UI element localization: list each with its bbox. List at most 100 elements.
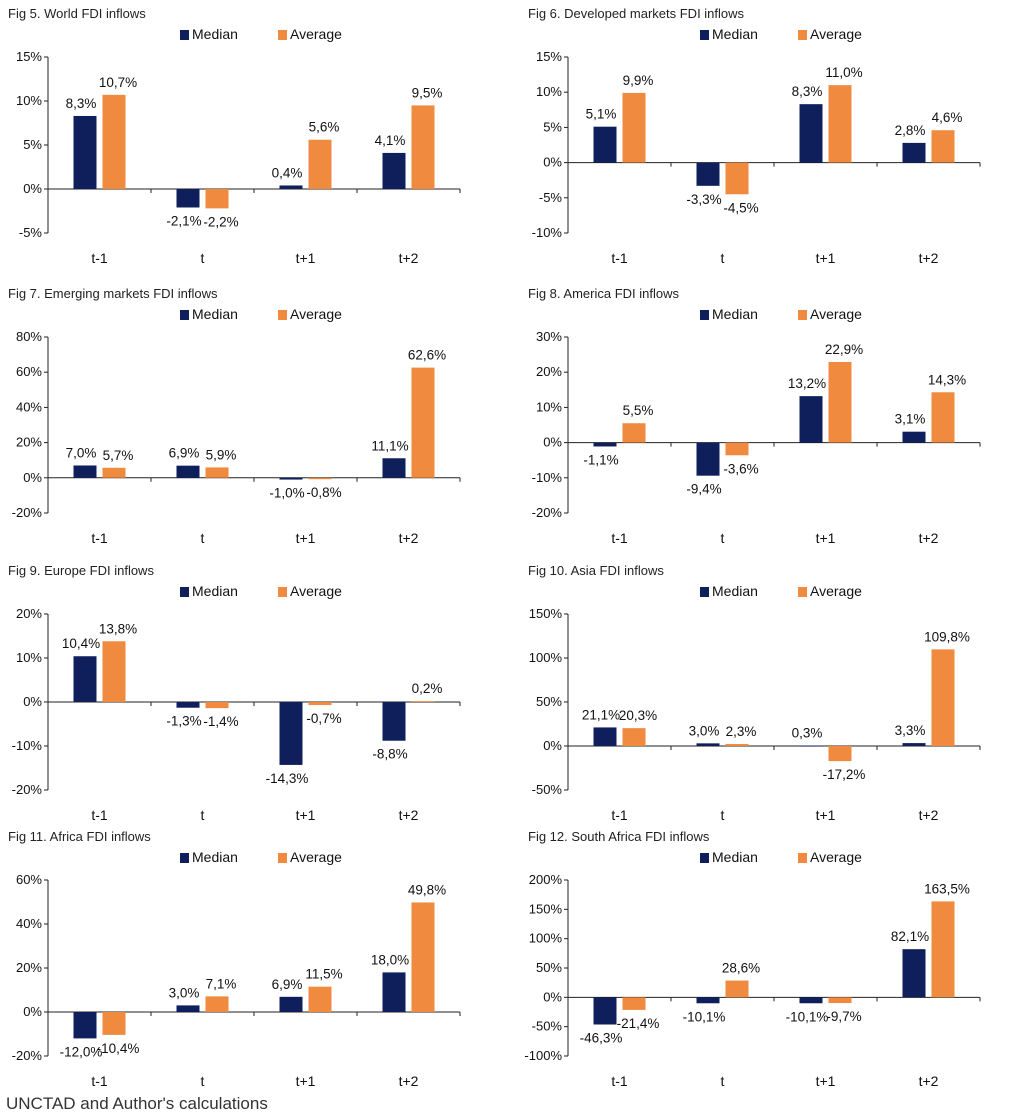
legend-swatch-median — [700, 30, 709, 40]
bar-median-t+1 — [279, 185, 303, 189]
bar-median-t+2 — [382, 458, 406, 478]
data-label-average-t+1: 11,5% — [305, 967, 342, 982]
y-tick-label: -50% — [532, 1019, 563, 1034]
y-tick-label: -20% — [12, 505, 43, 520]
data-label-median-t-1: 8,3% — [66, 96, 97, 111]
data-label-average-t-1: -21,4% — [617, 1016, 660, 1031]
legend: Median Average — [180, 306, 342, 322]
bar-median-t+2 — [902, 142, 926, 163]
bar-median-t-1 — [593, 997, 617, 1025]
y-tick-label: 50% — [536, 694, 562, 709]
x-tick-label: t-1 — [611, 807, 628, 823]
bar-average-t — [205, 467, 229, 478]
fig7-panel: Fig 7. Emerging markets FDI inflows Medi… — [8, 286, 488, 552]
data-label-median-t+2: 3,3% — [895, 723, 926, 738]
data-label-average-t+2: 49,8% — [408, 882, 446, 897]
data-label-median-t: 3,0% — [169, 985, 200, 1000]
fig6-panel: Fig 6. Developed markets FDI inflows Med… — [528, 6, 1008, 272]
data-label-average-t: 7,1% — [206, 976, 237, 991]
legend-swatch-average — [278, 853, 287, 863]
legend-swatch-median — [180, 310, 189, 320]
data-label-average-t-1: -10,4% — [97, 1041, 140, 1056]
data-label-average-t+1: -17,2% — [823, 767, 866, 782]
bar-average-t — [205, 996, 229, 1012]
y-tick-label: 50% — [536, 960, 562, 975]
legend: Median Average — [700, 849, 862, 865]
bar-average-t+2 — [931, 392, 955, 443]
x-tick-label: t — [721, 250, 725, 266]
chart-title: Fig 10. Asia FDI inflows — [528, 563, 664, 578]
x-tick-label: t-1 — [611, 1073, 628, 1089]
x-tick-label: t+1 — [296, 250, 316, 266]
data-label-median-t-1: 5,1% — [586, 107, 617, 122]
data-label-average-t: -4,5% — [723, 200, 758, 215]
data-label-average-t-1: 9,9% — [623, 73, 654, 88]
legend-swatch-median — [700, 310, 709, 320]
bar-median-t — [696, 997, 720, 1004]
bar-median-t — [696, 162, 720, 186]
legend-label-median: Median — [712, 583, 758, 599]
y-tick-label: 0% — [23, 694, 42, 709]
bar-average-t — [725, 442, 749, 456]
data-label-average-t: -1,4% — [203, 714, 238, 729]
chart-title: Fig 7. Emerging markets FDI inflows — [8, 286, 218, 301]
y-tick-label: 10% — [536, 84, 562, 99]
legend-swatch-median — [180, 853, 189, 863]
bar-median-t+2 — [902, 431, 926, 443]
legend-label-median: Median — [192, 306, 238, 322]
legend-label-median: Median — [712, 849, 758, 865]
bar-average-t-1 — [622, 92, 646, 163]
data-label-average-t+2: 62,6% — [408, 348, 446, 363]
legend-swatch-average — [798, 853, 807, 863]
data-label-median-t+1: 0,3% — [792, 726, 823, 741]
data-label-average-t+2: 109,8% — [924, 629, 970, 644]
bar-average-t — [725, 743, 749, 746]
data-label-median-t+1: -10,1% — [786, 1009, 829, 1024]
x-tick-label: t+2 — [399, 250, 419, 266]
legend-label-median: Median — [712, 306, 758, 322]
x-tick-label: t+2 — [399, 807, 419, 823]
data-label-average-t+1: 5,6% — [309, 120, 340, 135]
bar-median-t+1 — [799, 104, 823, 163]
bar-average-t-1 — [622, 423, 646, 443]
data-label-median-t-1: 21,1% — [582, 707, 620, 722]
fig8-panel: Fig 8. America FDI inflows Median Average… — [528, 286, 1008, 552]
bar-median-t-1 — [593, 126, 617, 163]
legend-label-average: Average — [290, 306, 342, 322]
bar-average-t+2 — [411, 902, 435, 1012]
y-tick-label: 15% — [16, 49, 42, 64]
bar-median-t+2 — [382, 702, 406, 741]
data-label-median-t+1: 0,4% — [272, 165, 303, 180]
x-tick-label: t — [721, 807, 725, 823]
bar-average-t+1 — [828, 997, 852, 1004]
y-tick-label: 20% — [16, 606, 42, 621]
bar-median-t-1 — [73, 656, 97, 702]
data-label-median-t+1: 13,2% — [788, 376, 826, 391]
data-label-median-t+2: 2,8% — [895, 123, 926, 138]
legend-swatch-median — [700, 853, 709, 863]
y-tick-label: 40% — [16, 399, 42, 414]
data-label-median-t+1: 8,3% — [792, 84, 823, 99]
data-label-average-t+2: 9,5% — [412, 85, 443, 100]
chart-svg: Median Average -20% -10% 0% 10% 20% t-1 10,4%13,… — [12, 583, 461, 823]
legend-label-average: Average — [290, 583, 342, 599]
y-tick-label: 100% — [529, 931, 563, 946]
y-tick-label: -10% — [532, 225, 563, 240]
source-note: UNCTAD and Author's calculations — [6, 1094, 268, 1113]
x-tick-label: t-1 — [91, 807, 108, 823]
chart-title: Fig 5. World FDI inflows — [8, 6, 146, 21]
bar-average-t-1 — [622, 728, 646, 746]
data-label-average-t: 2,3% — [726, 724, 757, 739]
data-label-average-t: -3,6% — [723, 461, 758, 476]
x-tick-label: t+2 — [919, 1073, 939, 1089]
bar-average-t+1 — [308, 477, 332, 480]
legend-swatch-median — [180, 30, 189, 40]
fig10-panel: Fig 10. Asia FDI inflows Median Average -5… — [528, 563, 1008, 829]
bar-median-t — [696, 743, 720, 746]
x-tick-label: t — [201, 250, 205, 266]
data-label-average-t-1: 10,7% — [99, 75, 137, 90]
data-label-average-t+2: 0,2% — [412, 681, 443, 696]
legend-swatch-average — [798, 587, 807, 597]
chart-svg: Median Average -20% 0% 20% 40% 60% t-1 -12,0%-10… — [12, 849, 461, 1089]
data-label-average-t+2: 14,3% — [928, 372, 966, 387]
